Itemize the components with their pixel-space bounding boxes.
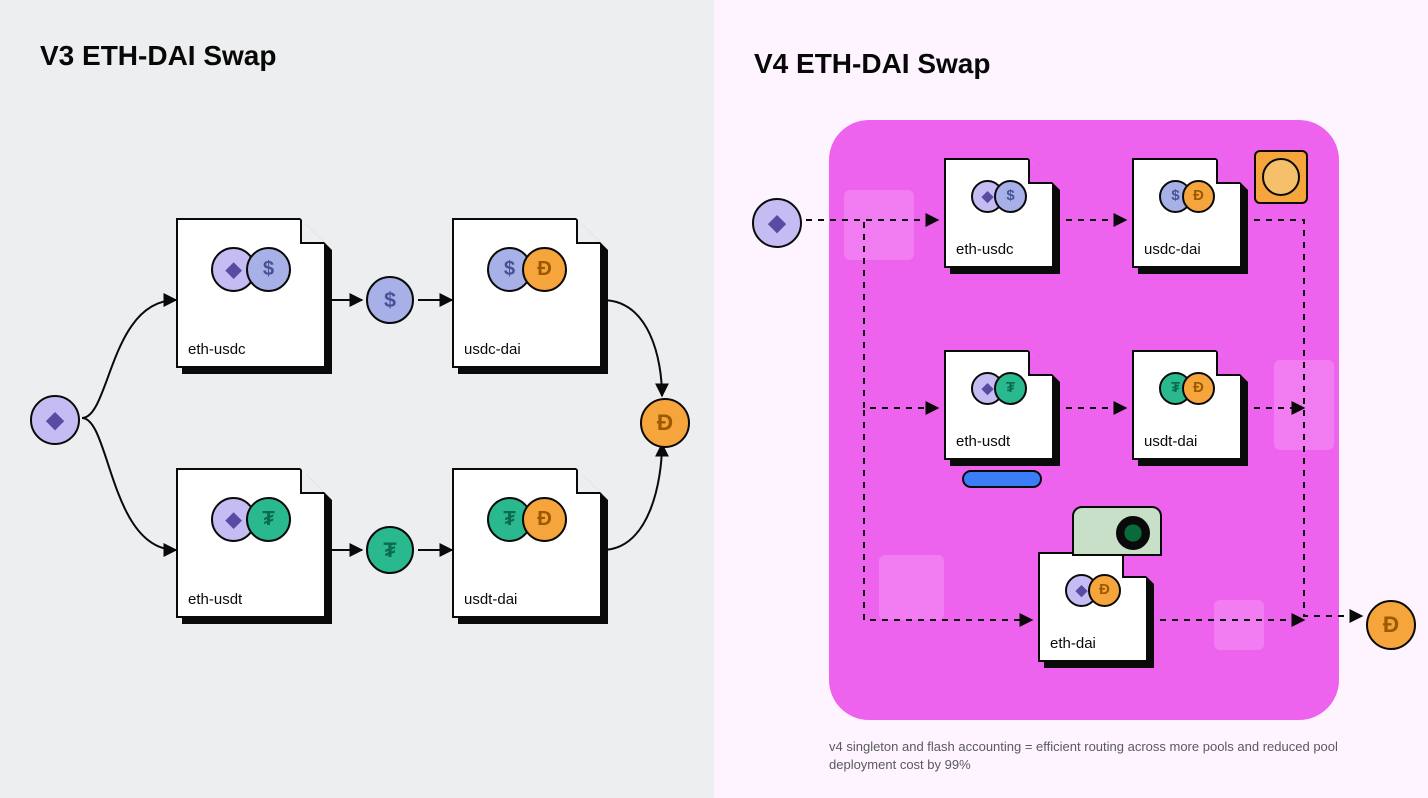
eth-coin-icon: ◆ [30,395,80,445]
pool-label: usdc-dai [1144,241,1201,258]
pool-label: eth-dai [1050,635,1096,652]
bg-square [1214,600,1264,650]
v4-start_coin: ◆ [752,198,802,248]
v4-title: V4 ETH-DAI Swap [754,48,990,80]
dai-coin-icon: Ð [1366,600,1416,650]
dai-coin-icon: Ð [1088,574,1121,607]
v3-title: V3 ETH-DAI Swap [40,40,276,72]
dai-coin-icon: Ð [522,497,567,542]
v4-caption: v4 singleton and flash accounting = effi… [829,738,1339,774]
pool-label: eth-usdt [956,433,1010,450]
usdt-coin-icon: ₮ [366,526,414,574]
v3-arrows [0,0,714,798]
bg-square [844,190,914,260]
v3-panel: V3 ETH-DAI Swap ◆$eth-usdc$Ðusdc-dai◆₮et… [0,0,714,798]
pool-label: eth-usdc [188,341,246,358]
hook-accent-camera [1072,506,1162,556]
pool-label: usdc-dai [464,341,521,358]
v3-end_coin: Ð [640,398,690,448]
usdc-coin-icon: $ [246,247,291,292]
v4-end_coin: Ð [1366,600,1416,650]
usdt-coin-icon: ₮ [994,372,1027,405]
v3-mid-coin-1: ₮ [366,526,414,574]
dai-coin-icon: Ð [640,398,690,448]
usdc-coin-icon: $ [994,180,1027,213]
hook-accent-yellow [1254,150,1308,204]
dai-coin-icon: Ð [1182,372,1215,405]
v3-mid-coin-0: $ [366,276,414,324]
dai-coin-icon: Ð [522,247,567,292]
pool-label: usdt-dai [1144,433,1197,450]
pool-label: eth-usdt [188,591,242,608]
v3-start_coin: ◆ [30,395,80,445]
hook-accent-blue [962,470,1042,488]
pool-label: usdt-dai [464,591,517,608]
bg-square [1274,360,1334,450]
usdc-coin-icon: $ [366,276,414,324]
pool-label: eth-usdc [956,241,1014,258]
v4-panel: V4 ETH-DAI Swap ◆$eth-usdc$Ðusdc-dai◆₮et… [714,0,1428,798]
dai-coin-icon: Ð [1182,180,1215,213]
eth-coin-icon: ◆ [752,198,802,248]
bg-square [879,555,944,620]
usdt-coin-icon: ₮ [246,497,291,542]
